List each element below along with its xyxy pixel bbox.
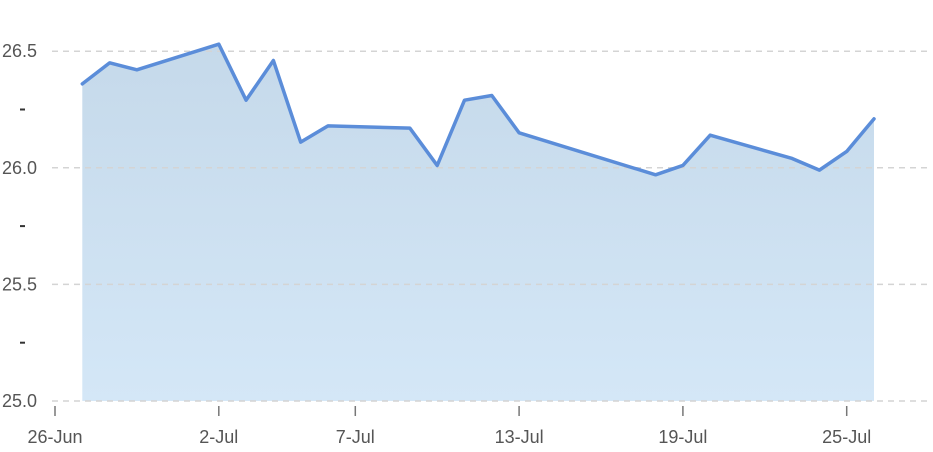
y-tick-label: 25.5 [2,274,37,294]
x-tick-label: 19-Jul [658,427,707,447]
x-tick-label: 26-Jun [27,427,82,447]
area-fill [82,44,875,401]
x-axis: 26-Jun 2-Jul 7-Jul 13-Jul 19-Jul 25-Jul [27,406,871,447]
y-tick-label: 26.5 [2,41,37,61]
x-tick-label: 2-Jul [199,427,238,447]
y-tick-label: 26.0 [2,158,37,178]
series-line [80,42,876,177]
x-tick-label: 25-Jul [822,427,871,447]
series-line-layer [80,42,876,177]
x-tick-label: 7-Jul [336,427,375,447]
area-fill-layer [82,44,875,401]
y-axis: 25.0 25.5 26.0 26.5 [2,41,37,411]
y-tick-label: 25.0 [2,391,37,411]
x-tick-label: 13-Jul [495,427,544,447]
